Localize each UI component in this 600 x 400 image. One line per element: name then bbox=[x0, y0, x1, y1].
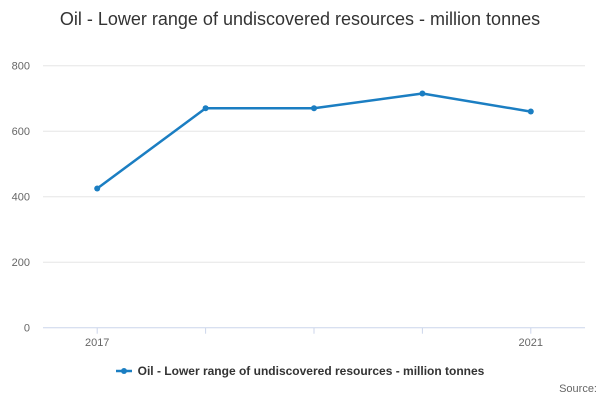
y-tick-label: 400 bbox=[12, 192, 30, 204]
legend-item[interactable]: Oil - Lower range of undiscovered resour… bbox=[0, 363, 600, 379]
legend-line-icon bbox=[115, 368, 132, 374]
y-tick-label: 800 bbox=[12, 61, 30, 73]
y-tick-label: 600 bbox=[12, 126, 30, 138]
data-point-marker[interactable] bbox=[202, 105, 209, 112]
legend-label: Oil - Lower range of undiscovered resour… bbox=[137, 364, 485, 378]
chart-title: Oil - Lower range of undiscovered resour… bbox=[0, 8, 600, 30]
data-point-marker[interactable] bbox=[311, 105, 317, 112]
x-tick-label: 2017 bbox=[85, 337, 109, 349]
x-tick-label: 2021 bbox=[519, 337, 543, 349]
y-tick-label: 200 bbox=[12, 257, 30, 269]
chart-title-text: Oil - Lower range of undiscovered resour… bbox=[59, 9, 541, 29]
data-point-marker[interactable] bbox=[527, 108, 534, 115]
line-chart-plot: 0 200 400 600 800 2017 2021 bbox=[12, 61, 585, 349]
data-point-marker[interactable] bbox=[419, 90, 426, 97]
data-point-marker[interactable] bbox=[94, 185, 101, 192]
source-credit: Source: bbox=[559, 383, 597, 395]
y-tick-label: 0 bbox=[24, 323, 30, 335]
